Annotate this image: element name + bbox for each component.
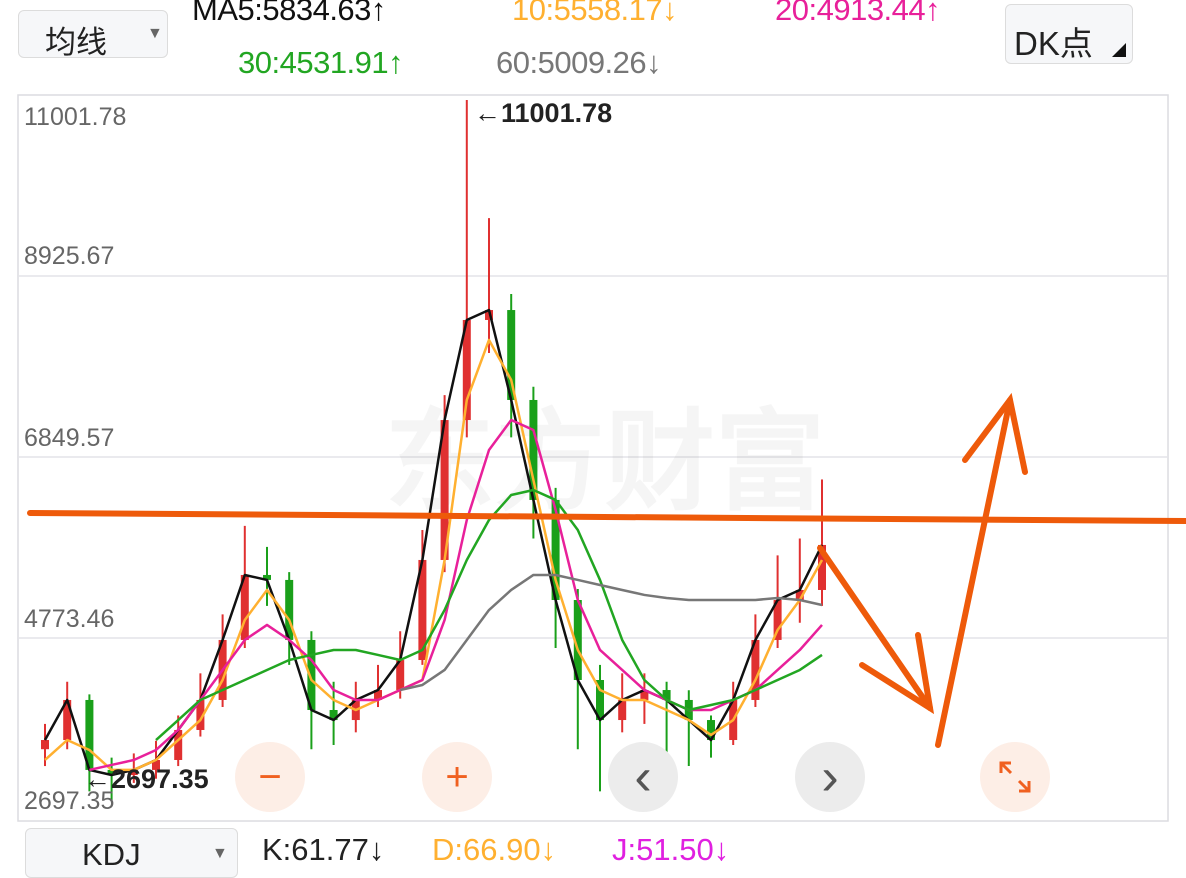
candle-body — [85, 699, 94, 770]
candle-body — [196, 699, 205, 730]
dk-point-label: DK点 — [1014, 25, 1093, 62]
ma5-arrow: ↑ — [370, 0, 387, 27]
candle-body — [707, 720, 715, 741]
dk-point-button[interactable]: DK点 — [1005, 4, 1133, 64]
candle-body — [507, 310, 516, 400]
candle-body — [773, 600, 782, 640]
ma60-arrow: ↓ — [646, 45, 662, 80]
dropdown-triangle-icon: ▼ — [147, 25, 163, 42]
ma10-value: 10:5558.17↓ — [512, 0, 678, 28]
ma60-value: 60:5009.26↓ — [496, 45, 662, 81]
ma-line-20 — [89, 418, 823, 772]
ma10-text: 10:5558.17 — [512, 0, 663, 27]
candle-body — [307, 639, 316, 711]
chevron-left-icon: ‹ — [634, 748, 652, 806]
candle-body — [618, 699, 627, 721]
min-price-label: ←2697.35 — [84, 764, 209, 794]
candle-body — [751, 639, 760, 700]
candle-body — [440, 420, 449, 560]
kdj-d-value: D:66.90↓ — [432, 832, 557, 867]
candle-body — [529, 399, 538, 500]
indicator-selector-label: KDJ — [82, 837, 141, 872]
dropdown-triangle-icon: ▼ — [212, 845, 228, 862]
max-price-label: ←11001.78 — [474, 98, 613, 128]
y-tick-label: 4773.46 — [24, 605, 115, 633]
scroll-right-button[interactable]: › — [795, 742, 865, 812]
candle-body — [396, 660, 405, 691]
candle-body — [596, 679, 604, 721]
y-tick-label: 2697.35 — [24, 787, 115, 815]
scroll-left-button[interactable]: ‹ — [608, 742, 678, 812]
ma20-arrow: ↑ — [925, 0, 941, 27]
candle-body — [152, 759, 160, 770]
candle-body — [41, 740, 49, 750]
candle-body — [551, 499, 560, 601]
ma30-value: 30:4531.91↑ — [238, 45, 404, 81]
candle-body — [263, 574, 271, 580]
candle-body — [418, 559, 427, 661]
corner-triangle-icon — [1112, 43, 1126, 57]
ma-line-60 — [399, 573, 823, 692]
up-arrowhead — [962, 392, 1028, 475]
ma20-value: 20:4913.44↑ — [775, 0, 941, 28]
candle-body — [240, 574, 249, 640]
candle-body — [462, 319, 471, 421]
annotation-drawing — [27, 392, 1186, 748]
chevron-right-icon: › — [821, 748, 839, 806]
candle-body — [63, 699, 72, 741]
candle-body — [107, 769, 116, 775]
plus-icon: + — [445, 754, 469, 799]
zoom-in-button[interactable]: + — [422, 742, 492, 812]
expand-icon — [999, 761, 1031, 793]
chart-frame — [17, 94, 1169, 822]
y-tick-label: 11001.78 — [24, 103, 127, 131]
candle-body — [573, 600, 582, 680]
candle-body — [129, 769, 138, 775]
indicator-selector[interactable]: KDJ ▼ — [25, 828, 238, 878]
candle-body — [285, 579, 294, 640]
candle-body — [662, 690, 671, 700]
ma20-text: 20:4913.44 — [775, 0, 926, 27]
ma30-arrow: ↑ — [388, 45, 404, 80]
resistance-line — [27, 510, 1186, 524]
zoom-out-button[interactable]: − — [235, 742, 305, 812]
kdj-k-value: K:61.77↓ — [262, 832, 385, 867]
ma30-text: 30:4531.91 — [238, 45, 389, 80]
y-tick-label: 6849.57 — [24, 424, 115, 452]
down-arrow — [817, 545, 933, 711]
ma60-text: 60:5009.26 — [496, 45, 647, 80]
candle-body — [329, 710, 338, 721]
fullscreen-button[interactable] — [980, 742, 1050, 812]
y-tick-label: 8925.67 — [24, 242, 115, 270]
ma10-arrow: ↓ — [662, 0, 678, 27]
ma-line-10 — [44, 338, 824, 772]
ma5-text: MA5:5834.63 — [192, 0, 371, 27]
ma-line-30 — [155, 488, 823, 741]
candle-body — [818, 544, 826, 590]
candle-body — [374, 690, 382, 700]
up-arrow — [935, 397, 1013, 748]
kdj-j-value: J:51.50↓ — [612, 832, 730, 867]
down-arrowhead — [859, 632, 935, 715]
minus-icon: − — [258, 754, 282, 799]
ma-selector-label: 均线 — [45, 25, 107, 60]
candle-body — [174, 729, 183, 760]
ma-selector[interactable]: 均线 ▼ — [18, 10, 168, 60]
candle-body — [640, 690, 649, 700]
candle-body — [795, 589, 804, 601]
ma5-value: MA5:5834.63↑ — [192, 0, 386, 28]
